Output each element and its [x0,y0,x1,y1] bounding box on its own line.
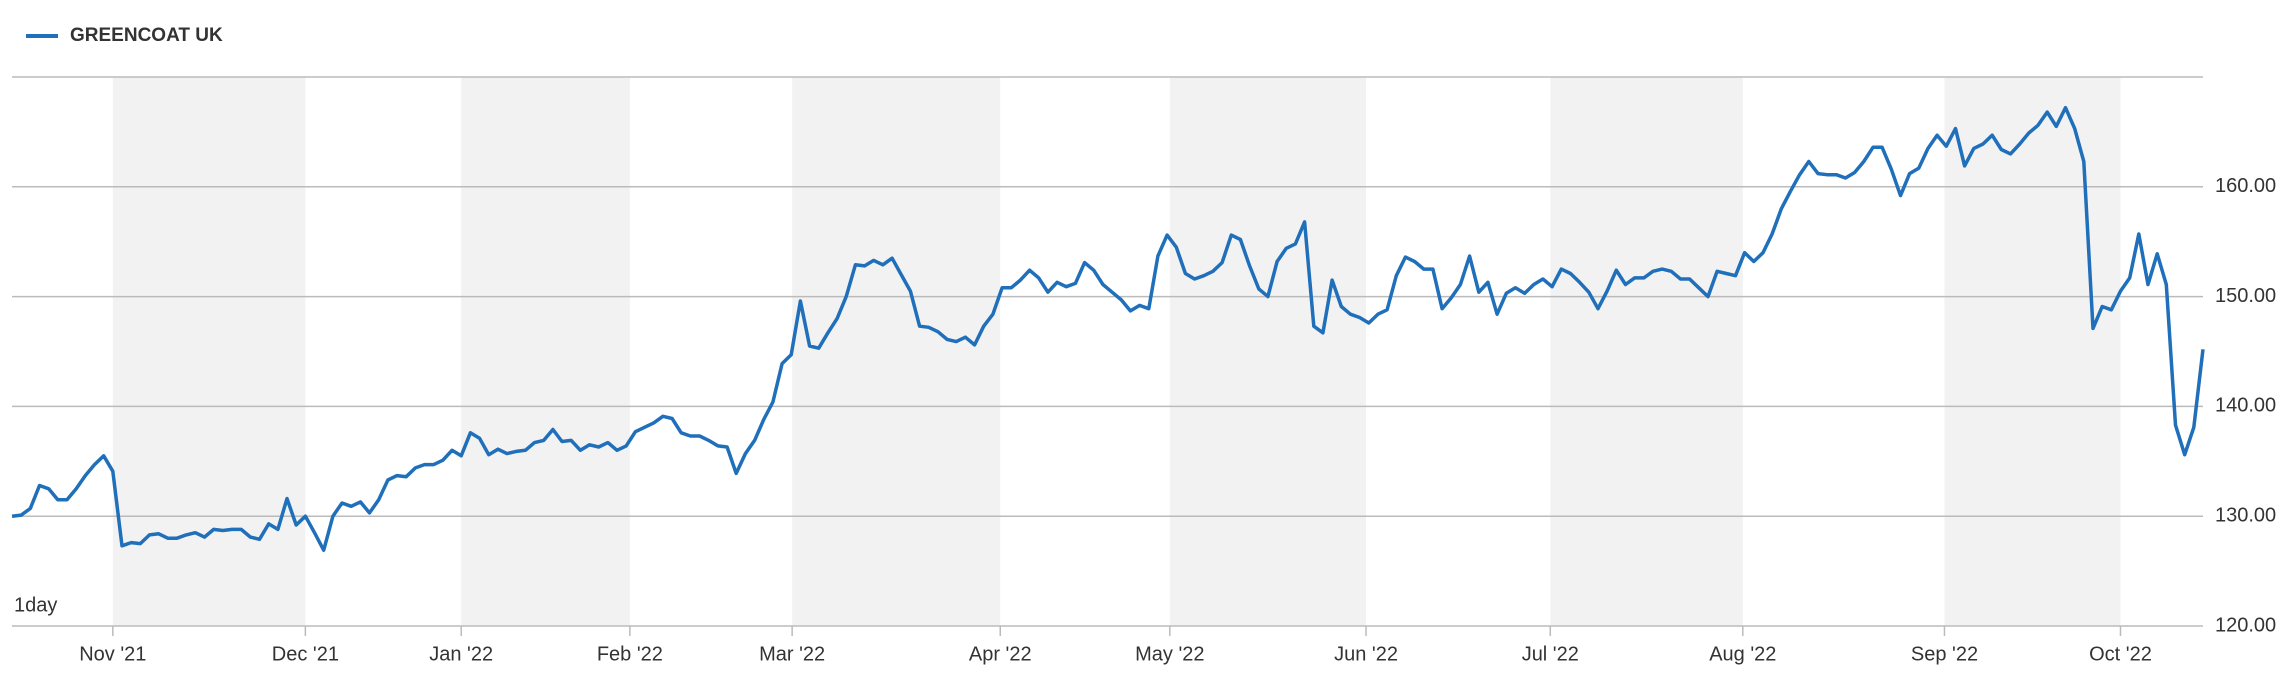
x-tick-label: Sep '22 [1911,643,1978,665]
month-band [792,77,1001,626]
x-tick-label: Jan '22 [429,643,493,665]
month-band [1169,77,1367,626]
month-band [461,77,630,626]
x-tick-label: Oct '22 [2089,643,2152,665]
x-tick-label: Feb '22 [597,643,663,665]
x-tick-label: Dec '21 [272,643,339,665]
y-tick-label: 120.00 [2215,614,2276,636]
x-tick-label: Jul '22 [1522,643,1579,665]
x-tick-label: Jun '22 [1334,643,1398,665]
y-tick-label: 150.00 [2215,285,2276,307]
legend-label[interactable]: GREENCOAT UK [70,25,223,46]
x-tick-label: Mar '22 [759,643,825,665]
month-band [1550,77,1743,626]
price-line [11,105,2205,552]
y-tick-label: 140.00 [2215,395,2276,417]
y-tick-label: 160.00 [2215,175,2276,197]
x-tick-label: Aug '22 [1709,643,1776,665]
x-tick-label: Apr '22 [969,643,1032,665]
y-tick-label: 130.00 [2215,504,2276,526]
month-band [1944,77,2121,626]
x-tick-label: May '22 [1135,643,1204,665]
interval-label: 1day [14,594,57,616]
x-tick-label: Nov '21 [79,643,146,665]
